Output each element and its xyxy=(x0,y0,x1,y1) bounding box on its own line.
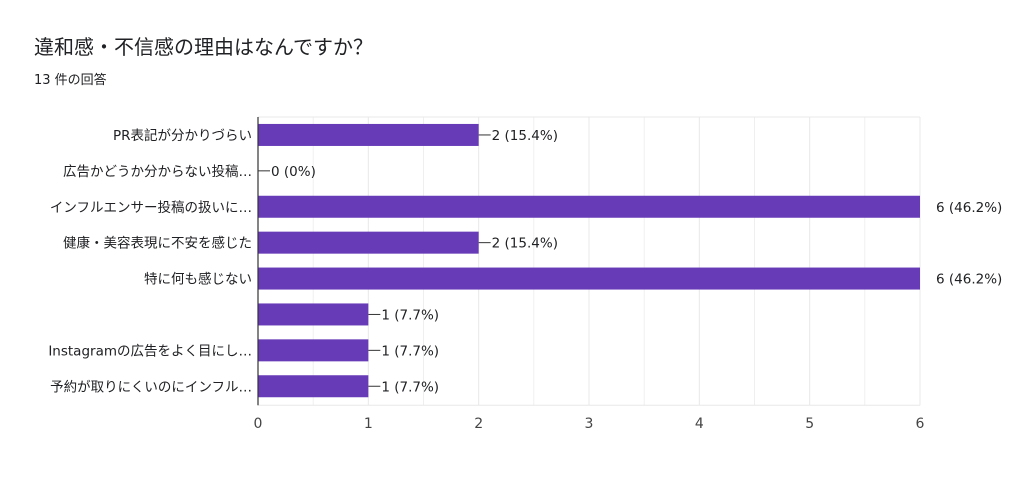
bar xyxy=(258,339,369,362)
x-tick-label: 5 xyxy=(805,416,814,432)
x-tick-label: 6 xyxy=(916,416,925,432)
bar xyxy=(258,231,479,254)
chart-title: 違和感・不信感の理由はなんですか？ xyxy=(34,35,373,59)
x-tick-label: 0 xyxy=(254,416,263,432)
category-label: 予約が取りにくいのにインフル… xyxy=(50,379,252,395)
category-label: 健康・美容表現に不安を感じた xyxy=(63,235,252,252)
category-label: PR表記が分かりづらい xyxy=(113,127,252,144)
data-label: 1 (7.7%) xyxy=(381,307,439,323)
category-label: Instagramの広告をよく目にし… xyxy=(48,343,252,359)
data-label: 2 (15.4%) xyxy=(492,236,558,252)
category-label: インフルエンサー投稿の扱いに… xyxy=(50,200,252,216)
data-label: 2 (15.4%) xyxy=(492,128,558,144)
data-label: 6 (46.2%) xyxy=(936,200,1002,216)
bar xyxy=(258,267,920,290)
data-label: 1 (7.7%) xyxy=(381,343,439,359)
category-label: 広告かどうか分からない投稿… xyxy=(63,164,252,180)
bar xyxy=(258,123,479,146)
data-label: 6 (46.2%) xyxy=(936,272,1002,288)
response-count: 13 件の回答 xyxy=(34,73,107,88)
x-tick-label: 3 xyxy=(585,416,594,432)
data-label: 1 (7.7%) xyxy=(381,379,439,395)
bar xyxy=(258,375,369,398)
category-label: 特に何も感じない xyxy=(144,271,252,288)
x-tick-label: 4 xyxy=(695,416,704,432)
x-tick-label: 1 xyxy=(364,416,373,432)
bar xyxy=(258,195,920,218)
x-tick-label: 2 xyxy=(474,416,483,432)
data-label: 0 (0%) xyxy=(271,164,316,180)
bar xyxy=(258,303,369,326)
